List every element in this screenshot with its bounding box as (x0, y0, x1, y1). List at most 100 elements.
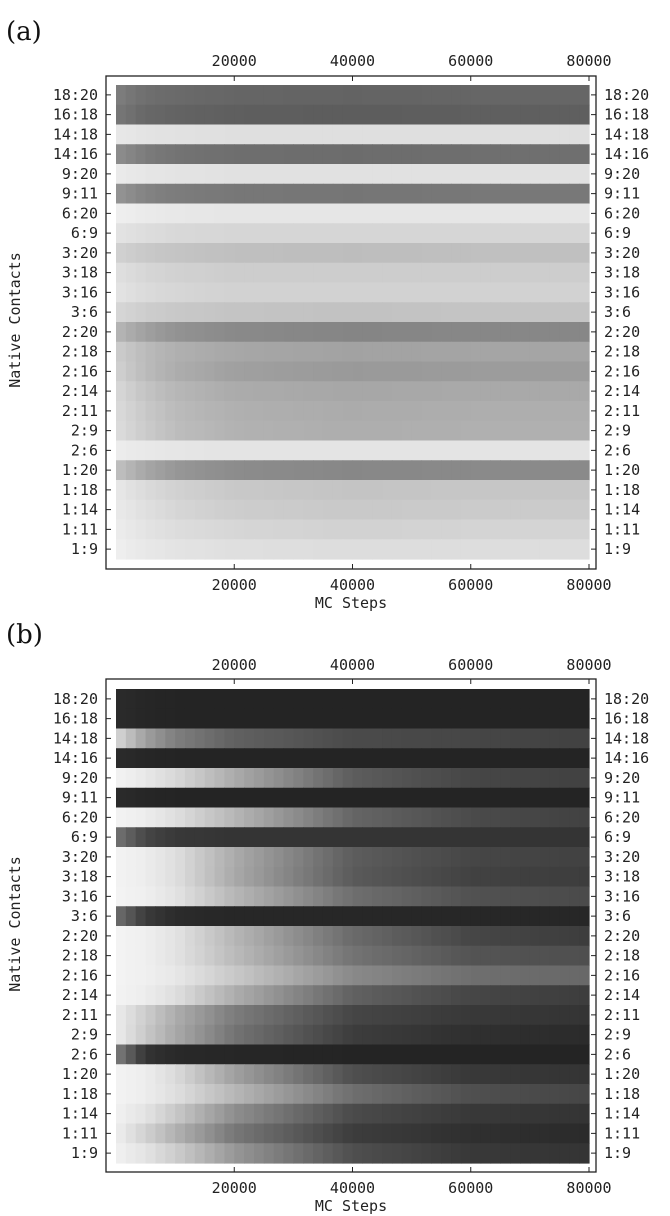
heatmap-cell (490, 906, 501, 927)
heatmap-cell (283, 807, 294, 828)
heatmap-cell (500, 768, 511, 789)
heatmap-cell (490, 945, 501, 967)
heatmap-cell (539, 768, 551, 789)
heatmap-cell (460, 847, 472, 868)
x-tick-label-top: 20000 (212, 656, 257, 674)
heatmap-cell (559, 1103, 570, 1125)
heatmap-cell (352, 519, 363, 540)
heatmap-cell (234, 183, 245, 205)
heatmap-cell (244, 689, 255, 710)
heatmap-cell (529, 886, 541, 907)
heatmap-cell (342, 1123, 354, 1144)
heatmap-cell (391, 85, 403, 106)
heatmap-cell (313, 965, 324, 986)
plot-frame (105, 75, 597, 570)
heatmap-cell (244, 164, 255, 185)
heatmap-cell (480, 440, 492, 461)
heatmap-cell (520, 906, 531, 927)
heatmap-cell (539, 223, 551, 244)
heatmap-cell (362, 381, 373, 402)
heatmap-cell (145, 1064, 157, 1085)
heatmap-cell (204, 1005, 216, 1026)
heatmap-cell (145, 341, 157, 363)
heatmap-cell (559, 164, 570, 185)
heatmap-cell (539, 965, 551, 986)
heatmap-cell (382, 728, 393, 749)
y-tick-label-left: 1:14 (62, 1105, 98, 1123)
heatmap-cell (253, 203, 265, 224)
heatmap-cell (460, 499, 472, 521)
heatmap-cell (470, 282, 482, 303)
heatmap-cell (263, 440, 275, 461)
heatmap-cell (116, 945, 127, 967)
heatmap-cell (569, 144, 580, 165)
heatmap-cell (194, 144, 206, 165)
heatmap-cell (352, 381, 363, 402)
heatmap-cell (431, 401, 442, 422)
heatmap-cell (362, 480, 373, 501)
heatmap-cell (451, 708, 462, 730)
heatmap-cell (135, 262, 147, 284)
heatmap-cell (116, 1103, 127, 1125)
heatmap-cell (451, 341, 462, 363)
heatmap-cell (569, 728, 580, 749)
heatmap-cell (155, 322, 166, 343)
heatmap-cell (520, 728, 531, 749)
heatmap-cell (382, 539, 393, 560)
heatmap-cell (470, 787, 482, 809)
y-tick-label-left: 9:11 (62, 185, 98, 203)
heatmap-row-14-18 (116, 728, 590, 749)
heatmap-cell (214, 302, 225, 323)
heatmap-cell (175, 519, 186, 540)
heatmap-cell (165, 499, 176, 521)
heatmap-cell (470, 1024, 482, 1046)
y-tick-label-right: 1:20 (604, 1065, 640, 1083)
heatmap-cell (293, 945, 304, 967)
heatmap-cell (470, 144, 482, 165)
heatmap-cell (214, 965, 225, 986)
heatmap-cell (500, 499, 511, 521)
heatmap-cell (194, 1044, 206, 1065)
heatmap-cell (490, 440, 501, 461)
heatmap-cell (549, 499, 561, 521)
heatmap-cell (184, 748, 196, 769)
y-tick-label-right: 9:11 (604, 185, 640, 203)
heatmap-cell (480, 985, 492, 1006)
heatmap-cell (362, 282, 373, 303)
heatmap-cell (283, 361, 294, 382)
heatmap-cell (520, 519, 531, 540)
heatmap-cell (382, 381, 393, 402)
heatmap-cell (125, 381, 137, 402)
heatmap-cell (244, 886, 255, 907)
heatmap-cell (214, 381, 225, 402)
heatmap-cell (125, 906, 137, 927)
heatmap-cell (283, 183, 294, 205)
heatmap-cell (214, 420, 225, 442)
heatmap-cell (559, 499, 570, 521)
heatmap-cell (470, 460, 482, 481)
heatmap-cell (303, 361, 314, 382)
heatmap-cell (263, 689, 275, 710)
heatmap-cell (125, 420, 137, 442)
heatmap-cell (293, 164, 304, 185)
x-tick-label-top: 60000 (448, 52, 493, 70)
heatmap-cell (155, 341, 166, 363)
heatmap-cell (332, 223, 344, 244)
heatmap-cell (313, 985, 324, 1006)
heatmap-cell (204, 104, 216, 126)
heatmap-cell (273, 243, 285, 264)
heatmap-cell (559, 1064, 570, 1085)
heatmap-cell (460, 708, 472, 730)
heatmap-cell (204, 689, 216, 710)
heatmap-cell (431, 480, 442, 501)
heatmap-cell (244, 144, 255, 165)
heatmap-cell (303, 1044, 314, 1065)
heatmap-cell (273, 539, 285, 560)
heatmap-cell (352, 223, 363, 244)
heatmap-cell (303, 539, 314, 560)
heatmap-cell (342, 499, 354, 521)
heatmap-cell (401, 381, 413, 402)
heatmap-cell (145, 689, 157, 710)
heatmap-cell (569, 1064, 580, 1085)
heatmap-cell (490, 243, 501, 264)
